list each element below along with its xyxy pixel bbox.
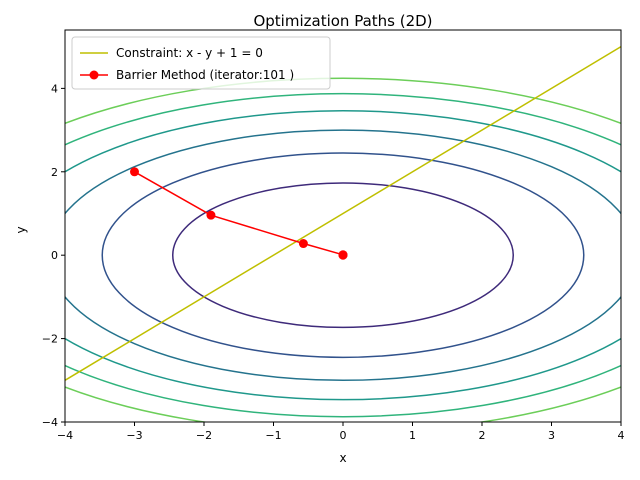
y-axis-ticks: −4 −2 0 2 4: [42, 82, 65, 429]
x-tick-label: −4: [57, 429, 73, 442]
x-tick-label: 3: [548, 429, 555, 442]
y-tick-label: −4: [42, 416, 58, 429]
contour-level-12: [101, 152, 585, 359]
contour-lines: [65, 77, 621, 422]
contour-level-6: [172, 182, 514, 329]
y-tick-label: 4: [51, 82, 58, 95]
x-tick-label: 2: [479, 429, 486, 442]
barrier-point: [298, 239, 308, 249]
legend-box: [71, 36, 331, 90]
legend-constraint-label: Constraint: x - y + 1 = 0: [116, 46, 263, 60]
y-axis-label: y: [14, 226, 28, 233]
x-axis-ticks: −4 −3 −2 −1 0 1 2 3 4: [57, 422, 625, 442]
barrier-point: [338, 250, 348, 260]
barrier-point: [206, 210, 216, 220]
x-axis-label: x: [339, 451, 346, 465]
y-tick-label: −2: [42, 333, 58, 346]
y-tick-label: 0: [51, 249, 58, 262]
y-tick-label: 2: [51, 166, 58, 179]
x-tick-label: 0: [340, 429, 347, 442]
chart-title: Optimization Paths (2D): [253, 12, 432, 30]
contour-level-36: [65, 77, 621, 422]
constraint-line: [65, 46, 621, 381]
legend-barrier-marker: [89, 70, 99, 80]
x-tick-label: −1: [265, 429, 281, 442]
x-tick-label: −2: [196, 429, 212, 442]
series-layer: [65, 46, 621, 381]
contour-level-30: [65, 92, 621, 418]
legend-barrier-label: Barrier Method (iterator:101 ): [116, 68, 294, 82]
x-tick-label: −3: [126, 429, 142, 442]
x-tick-label: 4: [618, 429, 625, 442]
x-tick-label: 1: [409, 429, 416, 442]
contour-level-24: [65, 110, 621, 401]
barrier-point: [130, 167, 139, 177]
legend: Constraint: x - y + 1 = 0 Barrier Method…: [71, 36, 331, 90]
contour-level-18: [65, 129, 621, 382]
